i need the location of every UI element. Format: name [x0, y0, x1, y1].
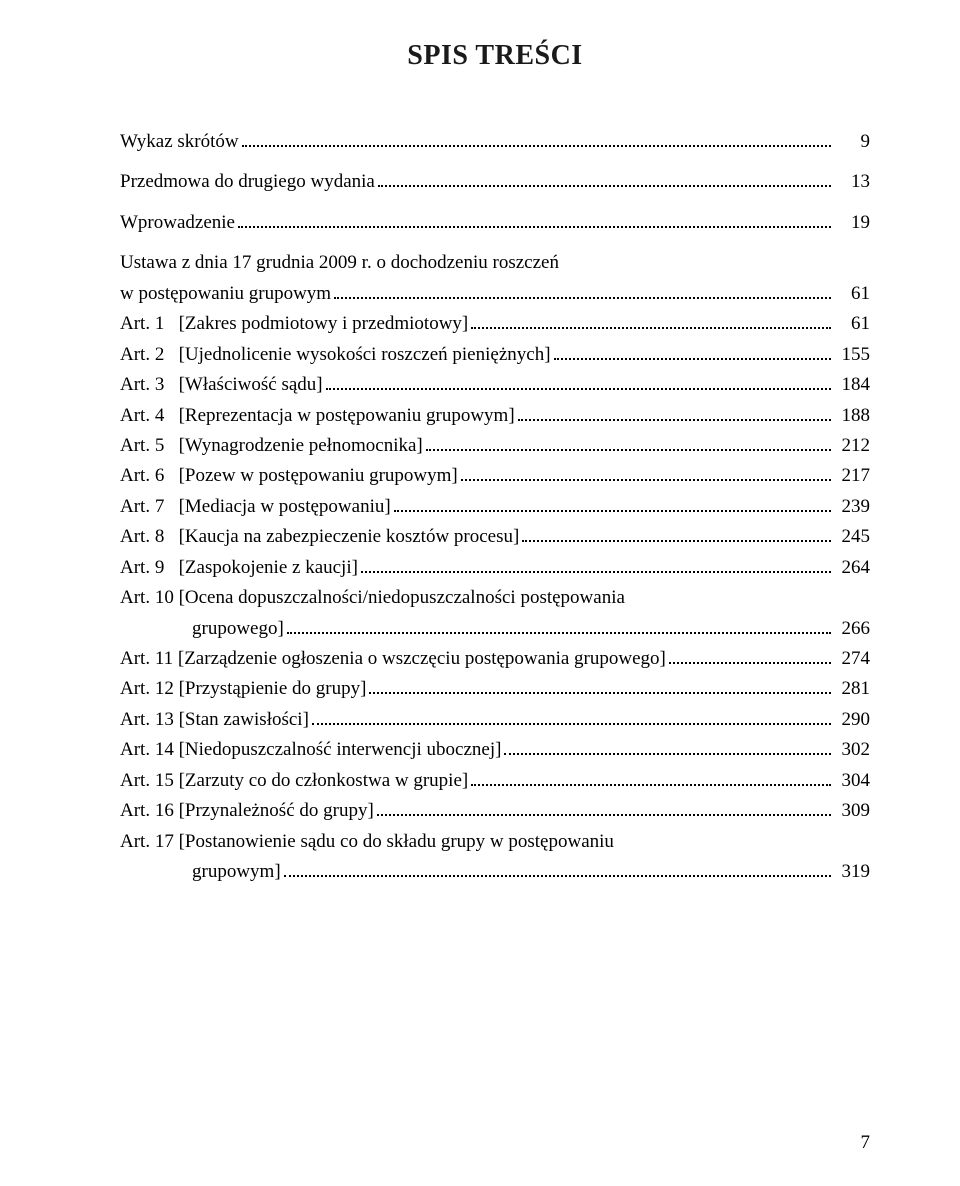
toc-label: Art. 13 [Stan zawisłości] [120, 705, 309, 734]
toc-leader [238, 213, 831, 228]
toc-label: Art. 6 [Pozew w postępowaniu grupowym] [120, 461, 458, 490]
toc-label: Art. 11 [Zarządzenie ogłoszenia o wszczę… [120, 644, 666, 673]
page-title: SPIS TREŚCI [120, 40, 870, 72]
toc-page: 13 [834, 167, 870, 196]
toc-label: Art. 5 [Wynagrodzenie pełnomocnika] [120, 431, 423, 460]
toc-leader [522, 527, 831, 542]
toc-row: Wykaz skrótów 9 [120, 127, 870, 156]
toc-page: 274 [834, 644, 870, 673]
toc-page: 239 [834, 492, 870, 521]
toc-leader [426, 436, 831, 451]
toc-row: Art. 4 [Reprezentacja w postępowaniu gru… [120, 401, 870, 430]
toc-text: w postępowaniu grupowym [120, 279, 331, 308]
toc-row: Art. 8 [Kaucja na zabezpieczenie kosztów… [120, 522, 870, 551]
toc-page: 155 [834, 340, 870, 369]
toc-page: 188 [834, 401, 870, 430]
toc-leader [554, 344, 831, 359]
toc-leader [471, 771, 831, 786]
toc-row: Art. 12 [Przystąpienie do grupy] 281 [120, 674, 870, 703]
toc-text: grupowym] [192, 857, 281, 886]
toc-leader [287, 618, 831, 633]
toc-leader [669, 649, 831, 664]
toc-leader [361, 558, 831, 573]
toc-page: 212 [834, 431, 870, 460]
toc-row: Art. 15 [Zarzuty co do członkostwa w gru… [120, 766, 870, 795]
toc-statute-line2: w postępowaniu grupowym 61 [120, 279, 870, 308]
toc-row: Art. 16 [Przynależność do grupy] 309 [120, 796, 870, 825]
toc-leader [504, 740, 831, 755]
toc-page: 302 [834, 735, 870, 764]
toc-page: 304 [834, 766, 870, 795]
toc-label: Art. 1 [Zakres podmiotowy i przedmiotowy… [120, 309, 468, 338]
toc-page: 309 [834, 796, 870, 825]
toc-label: Art. 4 [Reprezentacja w postępowaniu gru… [120, 401, 515, 430]
toc-page: 61 [834, 279, 870, 308]
toc-row: Art. 14 [Niedopuszczalność interwencji u… [120, 735, 870, 764]
table-of-contents: Wykaz skrótów 9 Przedmowa do drugiego wy… [120, 127, 870, 887]
toc-row: Przedmowa do drugiego wydania 13 [120, 167, 870, 196]
toc-label: Art. 12 [Przystąpienie do grupy] [120, 674, 366, 703]
toc-row: Art. 9 [Zaspokojenie z kaucji] 264 [120, 553, 870, 582]
toc-leader [377, 801, 831, 816]
toc-statute-line1: Ustawa z dnia 17 grudnia 2009 r. o docho… [120, 248, 870, 277]
toc-page: 266 [834, 614, 870, 643]
toc-leader [312, 710, 831, 725]
toc-leader [378, 172, 831, 187]
toc-row: Art. 13 [Stan zawisłości] 290 [120, 705, 870, 734]
toc-page: 281 [834, 674, 870, 703]
toc-row: Art. 5 [Wynagrodzenie pełnomocnika] 212 [120, 431, 870, 460]
toc-text: Ustawa z dnia 17 grudnia 2009 r. o docho… [120, 248, 559, 277]
toc-leader [518, 405, 831, 420]
toc-leader [394, 497, 831, 512]
toc-leader [334, 284, 831, 299]
toc-label: Art. 3 [Właściwość sądu] [120, 370, 323, 399]
toc-row: Art. 10 [Ocena dopuszczalności/niedopusz… [120, 583, 870, 612]
toc-leader [326, 375, 831, 390]
toc-text: Wykaz skrótów [120, 127, 239, 156]
toc-label: Art. 9 [Zaspokojenie z kaucji] [120, 553, 358, 582]
toc-leader [471, 314, 831, 329]
toc-leader [461, 466, 831, 481]
toc-page: 9 [834, 127, 870, 156]
toc-page: 217 [834, 461, 870, 490]
page-number: 7 [861, 1132, 871, 1154]
toc-row-continuation: grupowym] 319 [120, 857, 870, 886]
toc-leader [369, 679, 831, 694]
toc-text: Wprowadzenie [120, 208, 235, 237]
toc-page: 184 [834, 370, 870, 399]
toc-label: Art. 7 [Mediacja w postępowaniu] [120, 492, 391, 521]
toc-page: 319 [834, 857, 870, 886]
toc-page: 290 [834, 705, 870, 734]
toc-row: Art. 6 [Pozew w postępowaniu grupowym] 2… [120, 461, 870, 490]
toc-row: Art. 17 [Postanowienie sądu co do składu… [120, 827, 870, 856]
toc-page: 245 [834, 522, 870, 551]
toc-page: 19 [834, 208, 870, 237]
toc-page: 264 [834, 553, 870, 582]
toc-row: Art. 3 [Właściwość sądu] 184 [120, 370, 870, 399]
toc-text: grupowego] [192, 614, 284, 643]
toc-page: 61 [834, 309, 870, 338]
toc-row: Art. 2 [Ujednolicenie wysokości roszczeń… [120, 340, 870, 369]
toc-row: Art. 1 [Zakres podmiotowy i przedmiotowy… [120, 309, 870, 338]
toc-label: Art. 14 [Niedopuszczalność interwencji u… [120, 735, 501, 764]
toc-label: Art. 16 [Przynależność do grupy] [120, 796, 374, 825]
toc-row: Art. 7 [Mediacja w postępowaniu] 239 [120, 492, 870, 521]
toc-label: Art. 2 [Ujednolicenie wysokości roszczeń… [120, 340, 551, 369]
toc-row: Art. 11 [Zarządzenie ogłoszenia o wszczę… [120, 644, 870, 673]
toc-row: Wprowadzenie 19 [120, 208, 870, 237]
toc-label: Art. 15 [Zarzuty co do członkostwa w gru… [120, 766, 468, 795]
toc-label: Art. 17 [Postanowienie sądu co do składu… [120, 827, 614, 856]
toc-label: Art. 8 [Kaucja na zabezpieczenie kosztów… [120, 522, 519, 551]
toc-leader [242, 132, 831, 147]
toc-text: Przedmowa do drugiego wydania [120, 167, 375, 196]
toc-leader [284, 862, 831, 877]
toc-label: Art. 10 [Ocena dopuszczalności/niedopusz… [120, 583, 625, 612]
toc-row-continuation: grupowego] 266 [120, 614, 870, 643]
